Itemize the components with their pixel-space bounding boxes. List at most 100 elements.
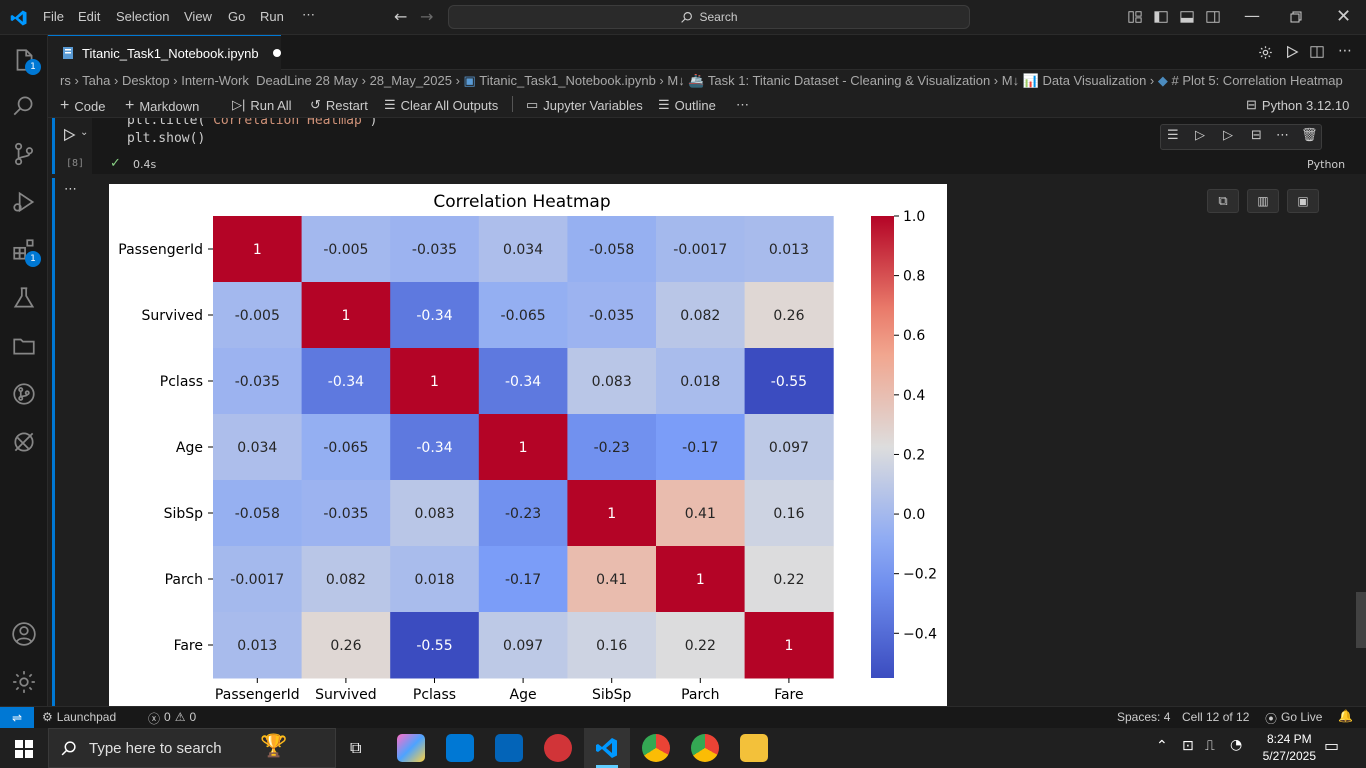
microsoft-store-icon[interactable] (446, 734, 474, 762)
outlook-icon[interactable] (495, 734, 523, 762)
unsaved-dot-icon[interactable] (272, 49, 281, 57)
toggle-primary-sidebar-icon[interactable] (1154, 10, 1168, 24)
toggle-secondary-sidebar-icon[interactable] (1206, 10, 1220, 24)
network-icon[interactable]: ⎍ (1205, 738, 1215, 754)
notebook-toolbar: + Code + Markdown ▷| Run All ↺ Restart ☰ Clea… (48, 92, 1366, 118)
outline-button[interactable]: ☰ Outline (658, 97, 716, 113)
run-file-icon[interactable] (1285, 45, 1299, 59)
tab-notebook[interactable]: Titanic_Task1_Notebook.ipynb (48, 35, 281, 70)
execute-below-icon[interactable]: ▷ (1223, 128, 1233, 143)
breadcrumb-item[interactable]: M↓ 📊 Data Visualization (1001, 73, 1147, 88)
menu-more-icon[interactable]: ⋯ (302, 7, 315, 22)
breadcrumb-item[interactable]: Taha (82, 73, 111, 88)
breadcrumb-item[interactable]: M↓ 🚢 Task 1: Titanic Dataset - Cleaning … (667, 73, 991, 88)
cell-language[interactable]: Python (1307, 158, 1346, 171)
open-plot-viewer-button[interactable]: ▥ (1247, 189, 1279, 213)
account-icon[interactable] (8, 618, 40, 650)
code-line[interactable]: plt.title('Correlation Heatmap') (127, 118, 378, 128)
media-app-icon[interactable] (544, 734, 572, 762)
back-arrow-icon[interactable]: ← (394, 7, 408, 26)
customize-layout-icon[interactable] (1128, 10, 1142, 24)
editor-scrollbar-thumb[interactable] (1356, 592, 1366, 648)
execute-above-icon[interactable]: ☰ (1167, 128, 1179, 143)
code-line[interactable]: plt.show() (127, 131, 206, 146)
toggle-panel-icon[interactable] (1180, 10, 1194, 24)
output-more-icon[interactable]: ⋯ (64, 182, 77, 197)
menu-run[interactable]: Run (260, 9, 284, 24)
breadcrumb-item[interactable]: Intern-Work (181, 73, 249, 88)
run-options-chevron-down-icon[interactable]: ⌄ (80, 127, 89, 138)
split-cell-icon[interactable]: ⊟ (1251, 128, 1262, 143)
taskbar-clock[interactable]: 8:24 PM 5/27/2025 (1263, 731, 1316, 765)
kernel-picker[interactable]: ⊟ Python 3.12.10 (1246, 97, 1349, 113)
forward-arrow-icon[interactable]: → (420, 7, 434, 26)
notebook-settings-gear-icon[interactable] (1258, 45, 1273, 60)
chrome-profile-icon[interactable] (691, 734, 719, 762)
run-debug-icon[interactable] (8, 186, 40, 218)
go-live-button[interactable]: ⦿ Go Live (1265, 710, 1322, 727)
git-graph-icon[interactable] (8, 378, 40, 410)
wifi-icon[interactable]: ◔ (1230, 737, 1243, 753)
add-markdown-cell-button[interactable]: + Markdown (125, 97, 199, 115)
restart-button[interactable]: ↺ Restart (310, 97, 368, 113)
breadcrumb-item[interactable]: DeadLine 28 May (256, 73, 359, 88)
save-output-button[interactable]: ▣ (1287, 189, 1319, 213)
notification-center-icon[interactable]: ▭ (1324, 736, 1340, 755)
close-window-icon[interactable]: ✕ (1336, 6, 1352, 27)
cell-more-icon[interactable]: ⋯ (1276, 128, 1289, 143)
vscode-taskbar-button[interactable] (584, 728, 630, 768)
editor-more-icon[interactable]: ⋯ (1338, 43, 1352, 59)
settings-gear-icon[interactable] (8, 666, 40, 698)
menu-file[interactable]: File (43, 9, 64, 24)
breadcrumb-item[interactable]: 28_May_2025 (369, 73, 452, 88)
meet-now-icon[interactable]: ⊡ (1182, 738, 1194, 754)
minimize-window-icon[interactable]: — (1244, 6, 1260, 25)
add-code-cell-button[interactable]: + Code (60, 97, 105, 115)
run-all-button[interactable]: ▷| Run All (232, 97, 292, 113)
command-search-box[interactable]: Search (448, 5, 970, 29)
clear-all-outputs-button[interactable]: ☰ Clear All Outputs (384, 97, 498, 113)
split-editor-icon[interactable] (1310, 45, 1324, 59)
heatmap-cell (656, 612, 746, 679)
indentation-indicator[interactable]: Spaces: 4 (1117, 710, 1171, 724)
breadcrumb-item[interactable]: Titanic_Task1_Notebook.ipynb (479, 73, 656, 88)
launchpad-button[interactable]: ⚙ Launchpad (42, 710, 116, 724)
chrome-icon[interactable] (642, 734, 670, 762)
breadcrumb: rs › Taha › Desktop › Intern-Work DeadLi… (48, 70, 1366, 92)
file-explorer-icon[interactable] (740, 734, 768, 762)
run-cell-icon[interactable] (62, 128, 76, 142)
system-tray-chevron-up-icon[interactable]: ⌃ (1156, 738, 1168, 754)
menu-go[interactable]: Go (228, 9, 246, 24)
heatmap-cell (744, 414, 834, 481)
remote-indicator[interactable]: ⇌ (0, 707, 34, 729)
folder-icon[interactable] (8, 330, 40, 362)
jupyter-variables-button[interactable]: ▭ Jupyter Variables (526, 97, 643, 113)
search-highlight-trophy-icon[interactable]: 🏆 (260, 734, 288, 759)
broadcast-icon: ⦿ (1265, 712, 1278, 726)
task-view-icon[interactable]: ⧉ (350, 738, 362, 757)
remote-icon: ⇌ (11, 711, 23, 725)
breadcrumb-item[interactable]: Desktop (121, 73, 170, 88)
breadcrumb-item[interactable]: # Plot 5: Correlation Heatmap (1171, 73, 1343, 88)
execute-cell-and-below-icon[interactable]: ▷ (1195, 128, 1205, 143)
menu-edit[interactable]: Edit (78, 9, 101, 24)
notifications-bell-icon[interactable]: 🔔 (1338, 709, 1353, 723)
windows-start-icon[interactable] (15, 740, 33, 758)
menu-view[interactable]: View (184, 9, 212, 24)
copilot-icon[interactable] (397, 734, 425, 762)
source-control-icon[interactable] (8, 138, 40, 170)
cell-position-indicator[interactable]: Cell 12 of 12 (1182, 710, 1250, 724)
remote-explorer-icon[interactable] (8, 426, 40, 458)
search-sidebar-icon[interactable] (8, 90, 40, 122)
copy-output-button[interactable]: ⧉ (1207, 189, 1239, 213)
taskbar-search-box[interactable]: Type here to search (48, 728, 336, 768)
delete-cell-icon[interactable]: 🗑 (1301, 128, 1318, 143)
menu-selection[interactable]: Selection (116, 9, 170, 24)
code-cell[interactable] (92, 118, 1366, 174)
testing-icon[interactable] (8, 282, 40, 314)
restore-window-icon[interactable] (1290, 11, 1302, 23)
breadcrumb-item[interactable]: rs (60, 73, 71, 88)
problems-indicator[interactable]: ⓧ 0 ⚠ 0 (148, 710, 196, 727)
toolbar-more-button[interactable]: ⋯ (736, 97, 749, 113)
y-tick-label: Pclass (160, 374, 203, 390)
